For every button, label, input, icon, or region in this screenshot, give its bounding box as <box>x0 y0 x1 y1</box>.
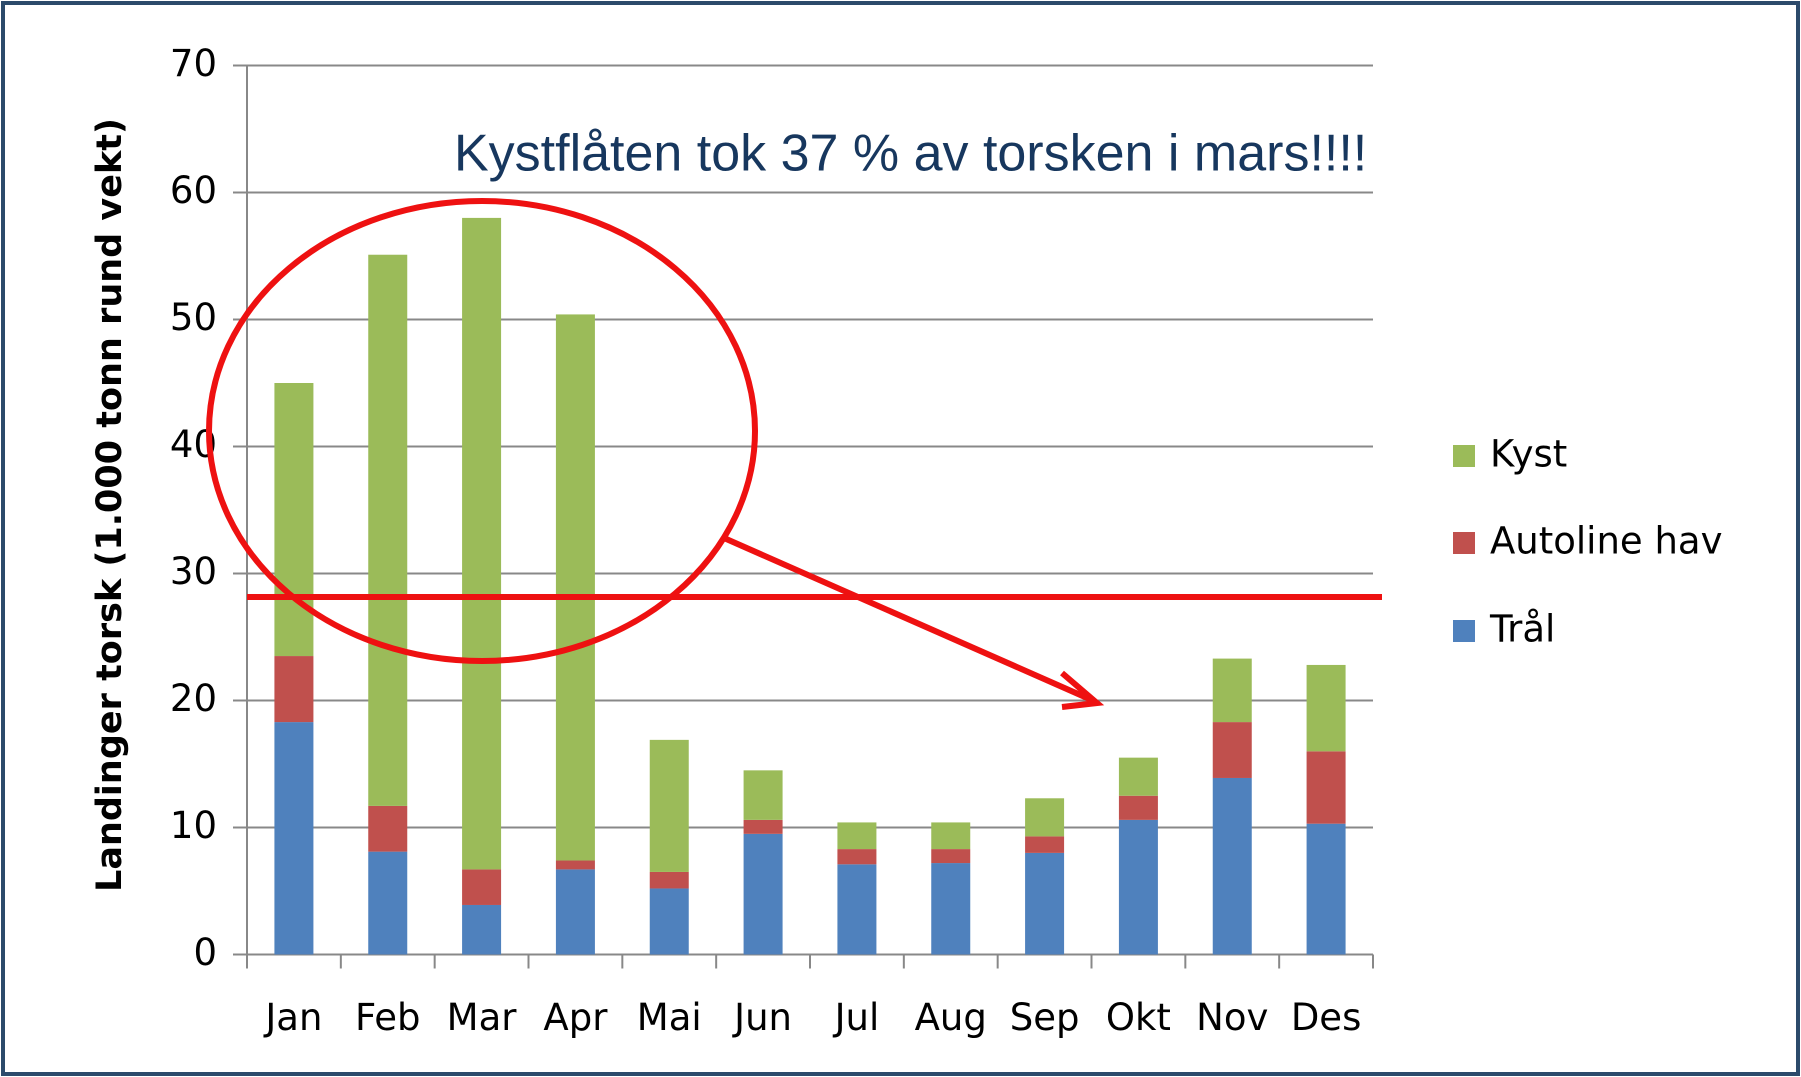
bar-segment <box>1306 664 1346 752</box>
bar-segment <box>1025 852 1065 955</box>
bar-segment <box>274 383 314 657</box>
legend-swatch <box>1453 620 1475 642</box>
x-tick-label: Sep <box>1010 996 1080 1039</box>
y-tick-label: 60 <box>170 169 217 212</box>
legend-label: Kyst <box>1490 433 1567 476</box>
bar-segment <box>555 869 595 955</box>
y-tick-label: 10 <box>170 804 217 847</box>
legend-label: Trål <box>1489 608 1555 651</box>
legend-swatch <box>1453 445 1475 467</box>
bar-segment <box>931 863 971 955</box>
arrow-head <box>1060 670 1105 710</box>
bar-segment <box>1212 658 1252 723</box>
bar-segment <box>1118 795 1158 820</box>
bar-segment <box>1118 757 1158 796</box>
y-tick-label: 50 <box>170 296 217 339</box>
x-tick-label: Nov <box>1196 996 1268 1039</box>
bar-segment <box>1025 836 1065 853</box>
x-tick-label: Jul <box>833 996 880 1039</box>
annotation: Kystflåten tok 37 % av torsken i mars!!!… <box>454 125 1367 183</box>
bar-segment <box>462 904 502 955</box>
bar-segment <box>555 314 595 861</box>
arrow-line <box>722 535 1096 704</box>
bar-segment <box>931 849 971 864</box>
x-tick-label: Apr <box>543 996 608 1039</box>
bar-segment <box>1306 751 1346 824</box>
bar-segment <box>555 860 595 870</box>
bar-segment <box>462 869 502 905</box>
highlight-ellipse <box>206 198 758 664</box>
bar-segment <box>462 217 502 870</box>
legend-swatch <box>1453 532 1475 554</box>
bar-segment <box>837 822 877 850</box>
x-tick-label: Jan <box>263 996 322 1039</box>
bar-segment <box>649 871 689 889</box>
x-tick-label: Aug <box>915 996 987 1039</box>
bar-segment <box>743 770 783 820</box>
bar-segment <box>1212 722 1252 778</box>
bar-segment <box>274 656 314 723</box>
y-tick-label: 20 <box>170 677 217 720</box>
bar-segment <box>1306 823 1346 955</box>
x-tick-label: Feb <box>355 996 421 1039</box>
legend-label: Autoline hav <box>1490 520 1722 563</box>
bar-segment <box>743 819 783 834</box>
bar-segment <box>837 864 877 955</box>
bar-segment <box>837 849 877 865</box>
bar-segment <box>1118 819 1158 955</box>
bar-segment <box>368 254 408 806</box>
y-axis-label: Landinger torsk (1.000 tonn rund vekt) <box>90 118 130 892</box>
bar-segment <box>368 805 408 852</box>
x-tick-label: Jun <box>732 996 792 1039</box>
bar-segment <box>1212 777 1252 955</box>
bar-segment <box>274 722 314 955</box>
y-tick-label: 70 <box>170 42 217 85</box>
x-tick-label: Okt <box>1106 996 1171 1039</box>
y-tick-label: 0 <box>193 931 217 974</box>
bar-segment <box>649 888 689 955</box>
bar-segment <box>931 822 971 850</box>
x-tick-label: Mai <box>637 996 702 1039</box>
y-tick-label: 30 <box>170 550 217 593</box>
x-tick-label: Des <box>1291 996 1362 1039</box>
bar-segment <box>368 851 408 955</box>
x-tick-label: Mar <box>447 996 518 1039</box>
bar-segment <box>649 739 689 872</box>
bar-segment <box>743 833 783 955</box>
bar-segment <box>1025 798 1065 837</box>
